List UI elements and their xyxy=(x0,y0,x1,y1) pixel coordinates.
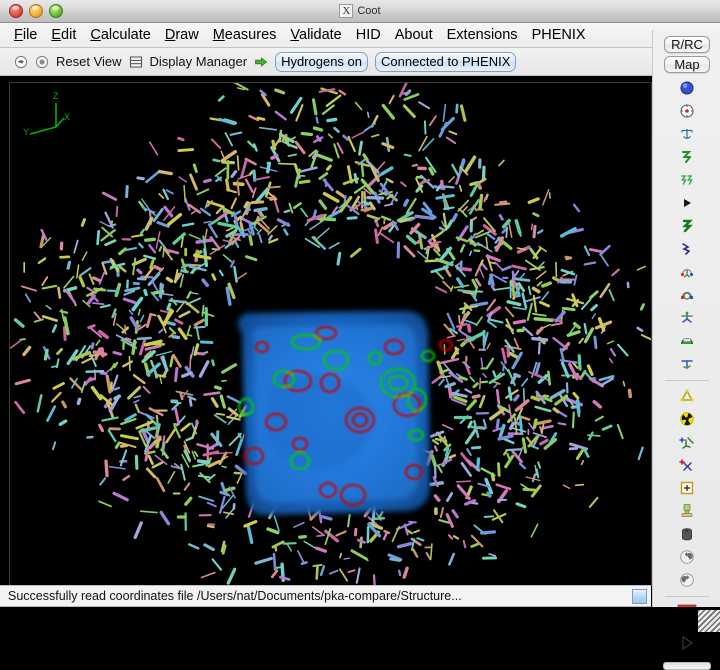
menu-calculate[interactable]: Calculate xyxy=(90,27,150,43)
torsion-general-icon[interactable] xyxy=(676,330,698,352)
menu-edit[interactable]: Edit xyxy=(51,27,76,43)
menu-phenix[interactable]: PHENIX xyxy=(532,27,586,43)
phenix-status-button[interactable]: Connected to PHENIX xyxy=(375,52,516,72)
menu-draw[interactable]: Draw xyxy=(165,27,199,43)
main-toolbar: Reset View Display Manager Hydrogens on … xyxy=(0,48,720,76)
toolbar-separator-1 xyxy=(665,380,709,381)
flip-peptide-icon[interactable] xyxy=(676,353,698,375)
menu-bar: File Edit Calculate Draw Measures Valida… xyxy=(0,23,720,48)
add-alt-conf-icon[interactable] xyxy=(676,477,698,499)
rotation-translation-toggle[interactable]: R/RC xyxy=(664,36,710,53)
window-title-group: X Coot xyxy=(0,0,720,23)
status-bar: Successfully read coordinates file /User… xyxy=(0,585,651,607)
sphere-refine-icon[interactable] xyxy=(676,77,698,99)
auto-fit-rotamer-icon[interactable] xyxy=(676,261,698,283)
sphere-refine-plus-icon[interactable] xyxy=(676,100,698,122)
redo-icon[interactable] xyxy=(676,569,698,591)
menu-measures[interactable]: Measures xyxy=(213,27,277,43)
add-terminal-residue-icon[interactable] xyxy=(676,454,698,476)
minimize-button[interactable] xyxy=(29,4,43,18)
toolbar-separator-2 xyxy=(665,596,709,597)
axis-label-z: Z xyxy=(53,91,59,101)
refine-zone-icon[interactable] xyxy=(676,146,698,168)
hydrogens-toggle-button[interactable]: Hydrogens on xyxy=(275,52,368,72)
status-message: Successfully read coordinates file /User… xyxy=(8,589,632,603)
mutate-autofit-icon[interactable] xyxy=(676,408,698,430)
regularize-zone-icon[interactable] xyxy=(676,123,698,145)
axis-label-x: X xyxy=(64,112,70,122)
run-script-icon[interactable] xyxy=(676,631,698,655)
reset-view-button[interactable]: Reset View xyxy=(56,54,122,69)
undo-icon[interactable] xyxy=(676,546,698,568)
window-controls xyxy=(0,4,63,18)
display-manager-icon[interactable] xyxy=(129,55,143,69)
window-resize-grip[interactable] xyxy=(698,610,720,632)
mutate-residue-icon[interactable] xyxy=(676,431,698,453)
undo-view-icon[interactable] xyxy=(14,55,28,69)
molecule-3d-viewport[interactable]: Z Y X xyxy=(9,82,652,586)
rotamer-chooser-icon[interactable] xyxy=(676,284,698,306)
display-manager-button[interactable]: Display Manager xyxy=(150,54,248,69)
coot-main-window: X Coot File Edit Calculate Draw Measures … xyxy=(0,0,720,632)
main-body: Z Y X R/RC Map xyxy=(0,77,720,632)
refine-icon-list xyxy=(653,77,720,670)
bottom-gutter xyxy=(0,607,720,632)
menu-validate[interactable]: Validate xyxy=(290,27,341,43)
refine-pair-icon[interactable] xyxy=(676,169,698,191)
triangle-flip-icon[interactable] xyxy=(676,192,698,214)
place-atom-at-pointer-icon[interactable] xyxy=(676,500,698,522)
menu-about[interactable]: About xyxy=(395,27,433,43)
map-busy-indicator xyxy=(632,589,647,604)
molecular-graphics-canvas[interactable]: Z Y X xyxy=(10,83,651,585)
rotate-translate-zone-icon[interactable] xyxy=(676,238,698,260)
zoom-button[interactable] xyxy=(49,4,63,18)
go-arrow-icon[interactable] xyxy=(254,55,268,69)
map-toggle[interactable]: Map xyxy=(664,56,710,73)
rigid-body-fit-icon[interactable] xyxy=(676,215,698,237)
menu-file[interactable]: File xyxy=(14,27,37,43)
edit-chi-angles-icon[interactable] xyxy=(676,307,698,329)
redo-view-icon[interactable] xyxy=(35,55,49,69)
x11-icon: X xyxy=(339,4,353,18)
title-bar: X Coot xyxy=(0,0,720,23)
delete-item-icon[interactable] xyxy=(676,523,698,545)
window-title: Coot xyxy=(357,5,380,17)
side-chain-180-icon[interactable] xyxy=(676,385,698,407)
menu-file-label: ile xyxy=(23,27,38,43)
toolbar-scrollbar[interactable] xyxy=(663,662,711,670)
axis-label-y: Y xyxy=(23,127,29,137)
close-button[interactable] xyxy=(9,4,23,18)
menu-extensions[interactable]: Extensions xyxy=(447,27,518,43)
model-fit-refine-toolbar: R/RC Map xyxy=(652,30,720,632)
menu-hid[interactable]: HID xyxy=(356,27,381,43)
